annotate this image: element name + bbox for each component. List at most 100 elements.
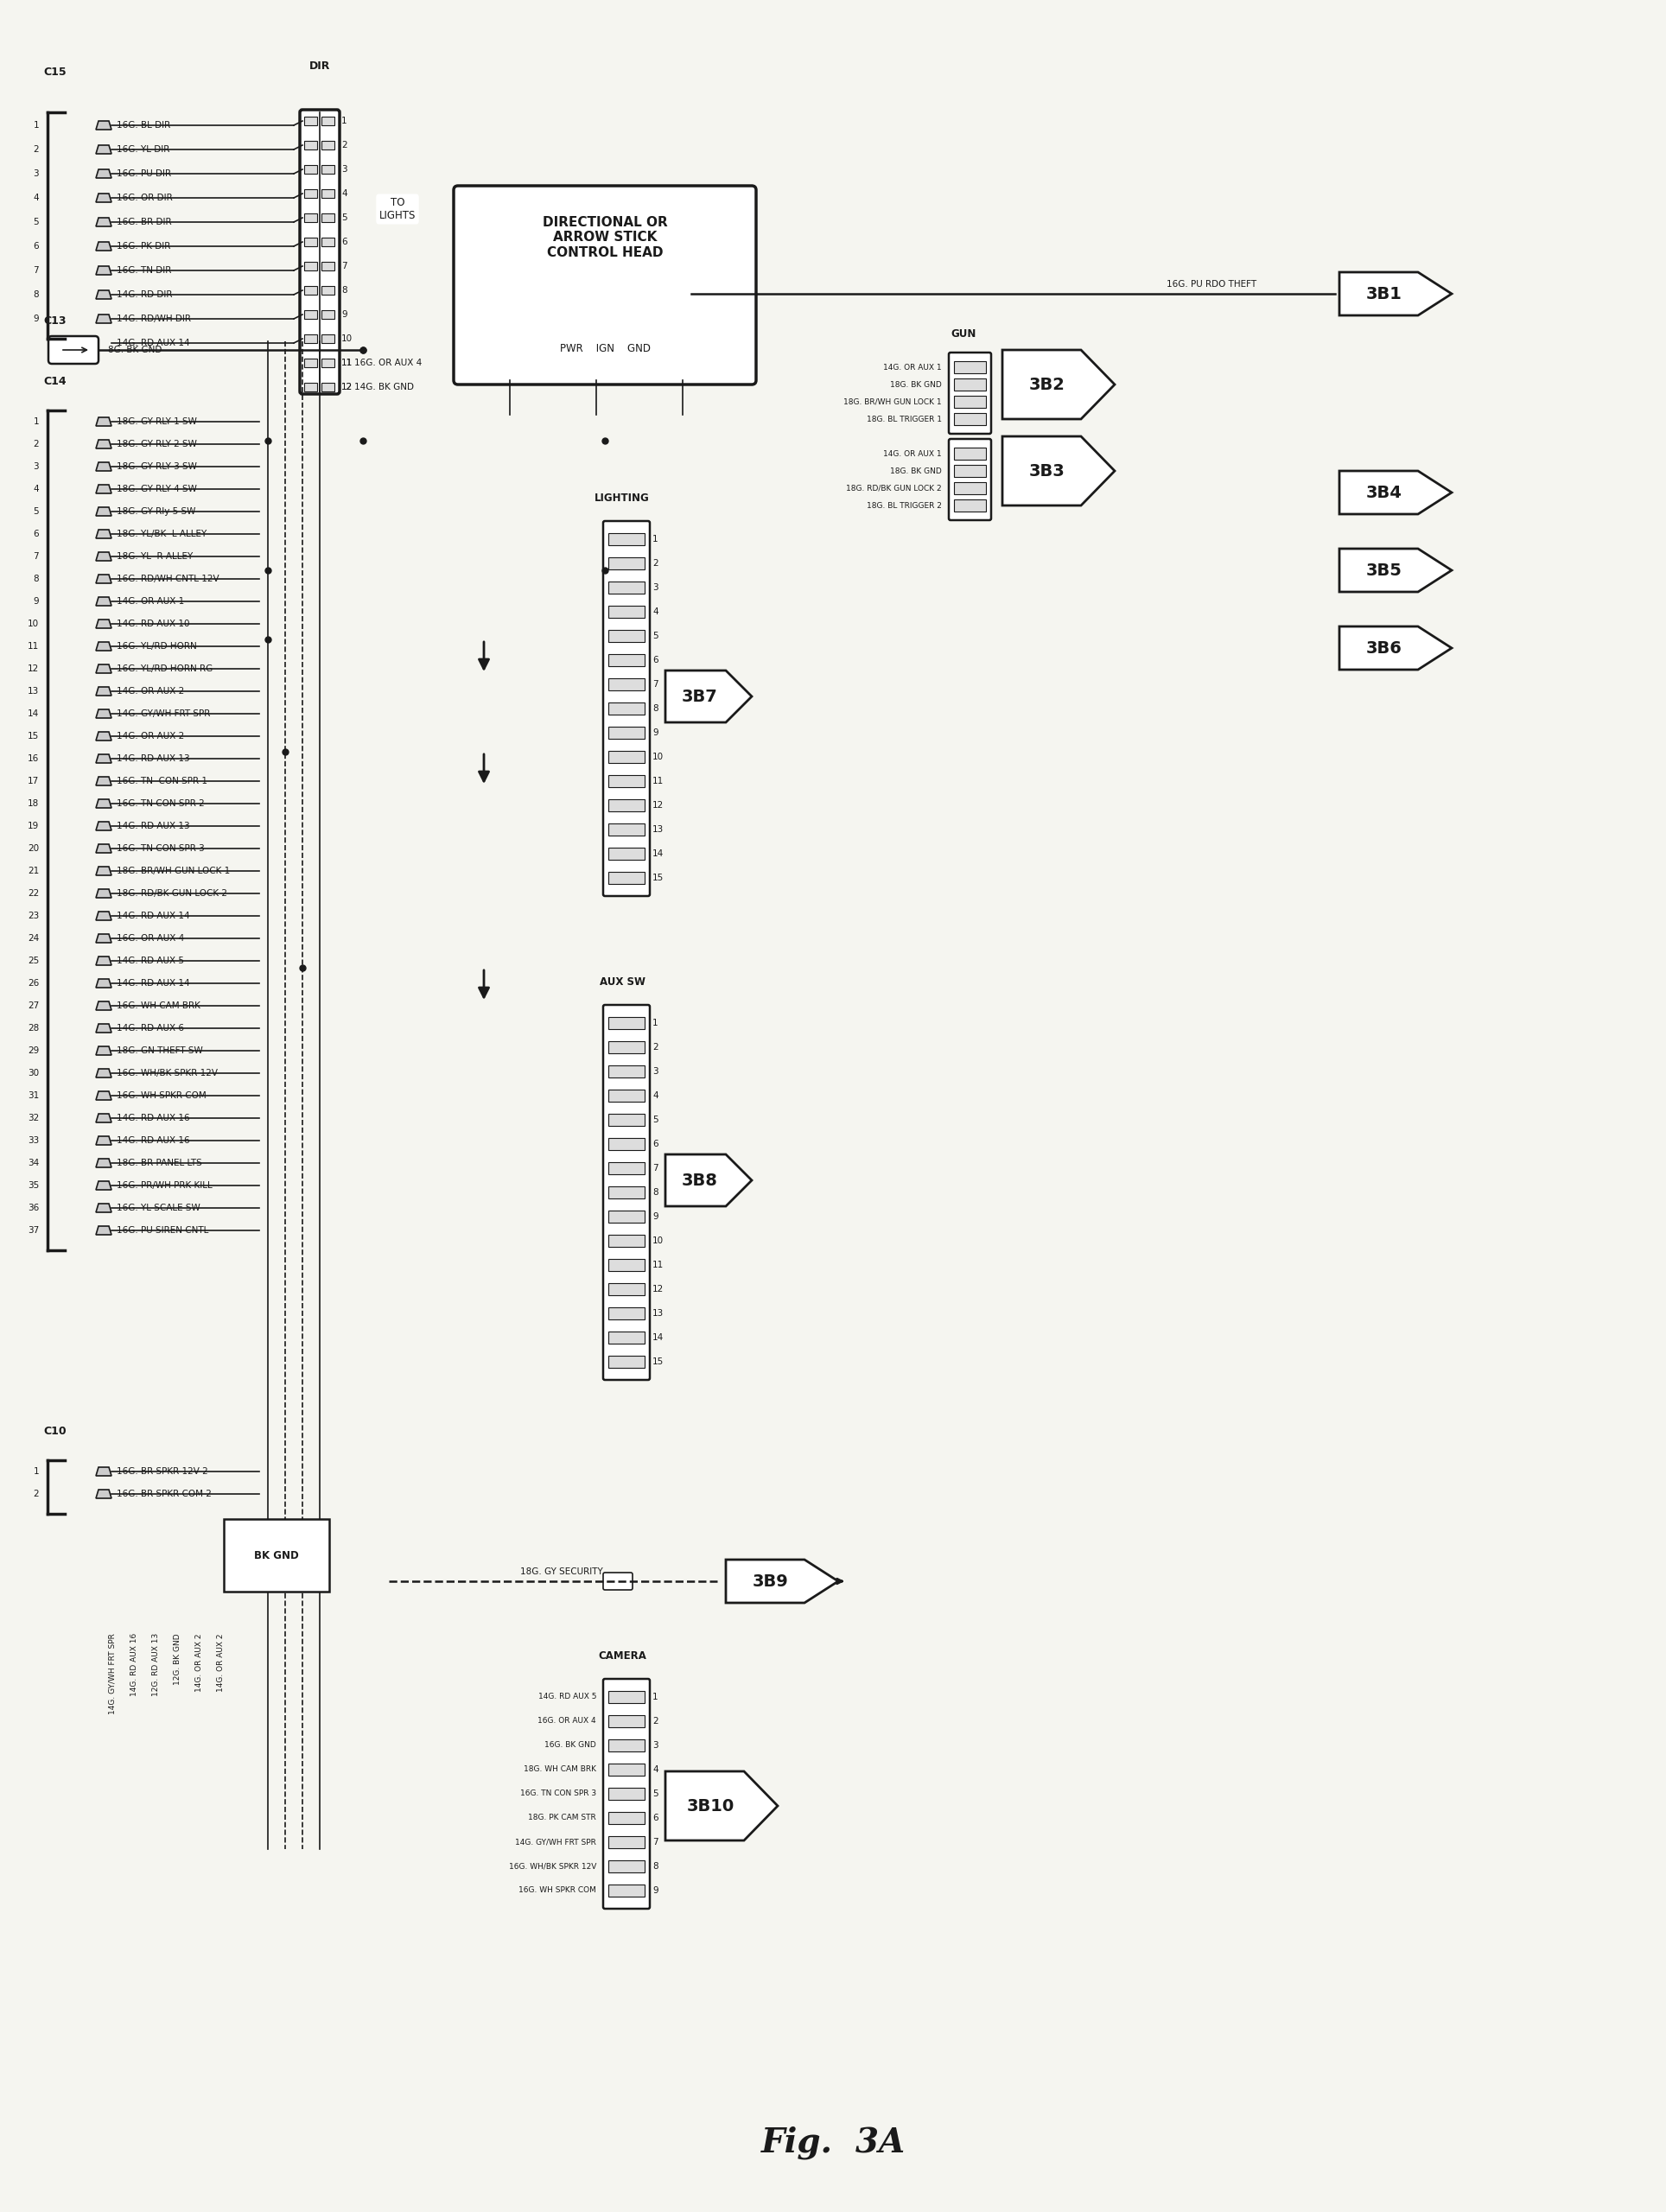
Text: 14G. RD AUX 14: 14G. RD AUX 14 bbox=[117, 980, 190, 987]
Text: 15: 15 bbox=[653, 1358, 663, 1367]
Text: 16G. PK DIR: 16G. PK DIR bbox=[117, 241, 170, 250]
Text: 18G. BK GND: 18G. BK GND bbox=[890, 380, 941, 389]
Text: 8G. BK GND: 8G. BK GND bbox=[108, 345, 162, 354]
Polygon shape bbox=[97, 1225, 112, 1234]
Text: 16G. PU DIR: 16G. PU DIR bbox=[117, 170, 172, 177]
FancyBboxPatch shape bbox=[48, 336, 98, 363]
Polygon shape bbox=[97, 597, 112, 606]
Polygon shape bbox=[97, 732, 112, 741]
Text: 8: 8 bbox=[342, 285, 347, 294]
Text: 27: 27 bbox=[27, 1002, 38, 1011]
Text: 14G. RD AUX 13: 14G. RD AUX 13 bbox=[117, 821, 190, 830]
Bar bbox=[305, 285, 317, 294]
Polygon shape bbox=[97, 776, 112, 785]
Bar bbox=[608, 630, 645, 641]
Text: 16G. BR SPKR 12V 2: 16G. BR SPKR 12V 2 bbox=[117, 1467, 208, 1475]
Bar bbox=[305, 190, 317, 197]
Polygon shape bbox=[97, 1467, 112, 1475]
Polygon shape bbox=[97, 664, 112, 672]
Polygon shape bbox=[97, 314, 112, 323]
Text: 19: 19 bbox=[27, 821, 38, 830]
Text: 14G. OR AUX 2: 14G. OR AUX 2 bbox=[117, 688, 185, 695]
Text: 6: 6 bbox=[653, 655, 658, 664]
Text: 25: 25 bbox=[27, 956, 38, 964]
Bar bbox=[322, 261, 335, 270]
Text: 16G. RD/WH CNTL 12V: 16G. RD/WH CNTL 12V bbox=[117, 575, 220, 584]
Text: 14G. OR AUX 2: 14G. OR AUX 2 bbox=[117, 732, 185, 741]
Text: 3B6: 3B6 bbox=[1366, 639, 1403, 657]
Bar bbox=[322, 117, 335, 126]
FancyBboxPatch shape bbox=[300, 111, 340, 394]
Text: 13: 13 bbox=[27, 688, 38, 695]
Bar bbox=[608, 774, 645, 787]
Text: 14G. RD AUX 10: 14G. RD AUX 10 bbox=[117, 619, 190, 628]
Text: 11: 11 bbox=[653, 776, 663, 785]
Bar bbox=[608, 823, 645, 836]
Bar bbox=[608, 847, 645, 860]
Text: C13: C13 bbox=[43, 316, 67, 327]
Text: 14G. OR AUX 1: 14G. OR AUX 1 bbox=[883, 363, 941, 372]
Text: 16G. TN DIR: 16G. TN DIR bbox=[117, 265, 172, 274]
Text: 1: 1 bbox=[653, 1020, 658, 1026]
Text: 2: 2 bbox=[33, 1489, 38, 1498]
Text: 16G. WH SPKR COM: 16G. WH SPKR COM bbox=[518, 1887, 596, 1893]
Polygon shape bbox=[665, 670, 751, 723]
Text: 31: 31 bbox=[27, 1091, 38, 1099]
Bar bbox=[608, 1234, 645, 1248]
Text: 16G. WH CAM BRK: 16G. WH CAM BRK bbox=[117, 1002, 200, 1011]
Text: 4: 4 bbox=[653, 1765, 658, 1774]
Polygon shape bbox=[97, 688, 112, 695]
Text: 14: 14 bbox=[653, 849, 663, 858]
Text: 8: 8 bbox=[653, 1188, 658, 1197]
Text: 6: 6 bbox=[342, 237, 347, 246]
Text: 5: 5 bbox=[653, 1790, 658, 1798]
Text: 11: 11 bbox=[653, 1261, 663, 1270]
Text: 16G. YL DIR: 16G. YL DIR bbox=[117, 146, 170, 155]
Text: 2: 2 bbox=[653, 1042, 658, 1051]
Bar bbox=[322, 310, 335, 319]
Bar bbox=[608, 582, 645, 593]
Bar bbox=[608, 1356, 645, 1367]
Text: 18G. BK GND: 18G. BK GND bbox=[890, 467, 941, 476]
Bar bbox=[322, 190, 335, 197]
Text: 10: 10 bbox=[342, 334, 353, 343]
Text: 16G. WH/BK SPKR 12V: 16G. WH/BK SPKR 12V bbox=[117, 1068, 218, 1077]
Text: 16G. OR AUX 4: 16G. OR AUX 4 bbox=[117, 933, 185, 942]
Text: 30: 30 bbox=[28, 1068, 38, 1077]
Text: 28: 28 bbox=[27, 1024, 38, 1033]
Text: PWR    IGN    GND: PWR IGN GND bbox=[560, 343, 650, 354]
Text: 10: 10 bbox=[28, 619, 38, 628]
Bar bbox=[608, 1885, 645, 1896]
Polygon shape bbox=[97, 553, 112, 562]
Bar bbox=[608, 557, 645, 568]
Text: 7: 7 bbox=[342, 261, 347, 270]
Text: C10: C10 bbox=[43, 1427, 67, 1438]
Text: 14: 14 bbox=[653, 1334, 663, 1343]
Bar bbox=[305, 358, 317, 367]
Text: 5: 5 bbox=[653, 1115, 658, 1124]
Polygon shape bbox=[97, 619, 112, 628]
Text: 37: 37 bbox=[27, 1225, 38, 1234]
Polygon shape bbox=[97, 867, 112, 876]
Bar bbox=[322, 334, 335, 343]
Text: 14G. BK GND: 14G. BK GND bbox=[355, 383, 413, 392]
Text: 18G. WH CAM BRK: 18G. WH CAM BRK bbox=[523, 1765, 596, 1774]
Text: 4: 4 bbox=[33, 484, 38, 493]
Bar bbox=[305, 261, 317, 270]
Text: 16G. PU SIREN CNTL: 16G. PU SIREN CNTL bbox=[117, 1225, 208, 1234]
Bar bbox=[608, 1307, 645, 1318]
Text: 1: 1 bbox=[342, 117, 347, 126]
Polygon shape bbox=[726, 1559, 838, 1604]
Polygon shape bbox=[97, 933, 112, 942]
Text: 5: 5 bbox=[342, 212, 347, 221]
Polygon shape bbox=[97, 265, 112, 274]
Text: 6: 6 bbox=[653, 1139, 658, 1148]
Text: 4: 4 bbox=[653, 608, 658, 617]
Text: 14G. RD AUX 14: 14G. RD AUX 14 bbox=[117, 911, 190, 920]
Polygon shape bbox=[97, 1159, 112, 1168]
Text: 16G. OR AUX 4: 16G. OR AUX 4 bbox=[355, 358, 421, 367]
Text: 16G. OR DIR: 16G. OR DIR bbox=[117, 195, 173, 201]
Bar bbox=[608, 1836, 645, 1849]
Text: 18: 18 bbox=[27, 799, 38, 807]
Polygon shape bbox=[97, 170, 112, 177]
